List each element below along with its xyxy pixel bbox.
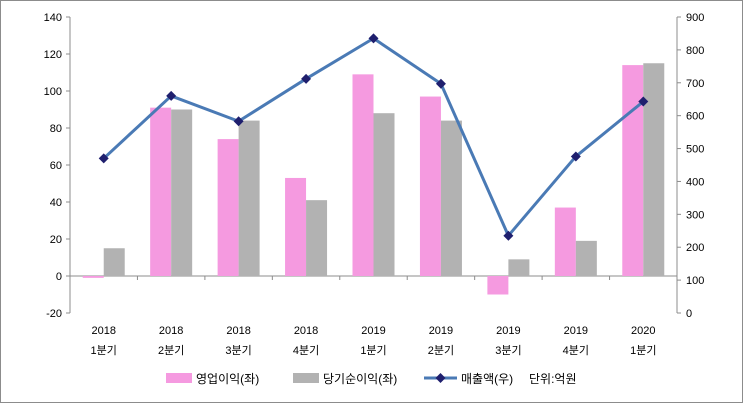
legend-swatch-operating-profit [166,373,192,383]
bar-operating-profit [622,65,644,276]
line-series [98,33,649,241]
legend-label-net-income: 당기순이익(좌) [323,372,397,386]
left-tick-label: 100 [44,86,62,98]
bar-operating-profit [150,107,172,277]
category-year-label: 2018 [91,325,115,337]
left-tick-label: 0 [56,271,62,283]
left-tick-label: 20 [50,234,62,246]
right-tick-label: 100 [686,275,704,287]
bar-operating-profit [419,96,441,276]
left-tick-label: 40 [50,197,62,209]
category-year-label: 2019 [361,325,385,337]
unit-note: 단위:억원 [529,372,577,386]
bar-operating-profit [554,207,576,276]
revenue-marker [570,151,581,162]
category-year-label: 2020 [631,325,655,337]
right-tick-label: 500 [686,144,704,156]
bars [82,63,665,295]
bar-operating-profit [217,139,239,276]
bar-net-income [575,240,597,276]
category-quarter-label: 4분기 [563,344,589,357]
bar-net-income [306,200,328,276]
left-tick-label: 120 [44,49,62,61]
legend: 영업이익(좌) 당기순이익(좌) 매출액(우) 단위:억원 [166,372,577,386]
bar-net-income [238,120,260,276]
revenue-marker [166,90,177,101]
category-quarter-label: 3분기 [225,344,251,357]
left-tick-label: 80 [50,123,62,135]
category-labels: 2018 1분기 2018 2분기 2018 3분기 2018 4분기 2019 1분기 2019 2… [91,325,657,357]
category-quarter-label: 1분기 [360,344,386,357]
right-axis-ticks: 0 100 200 300 400 500 600 700 800 900 [677,12,704,320]
legend-label-operating-profit: 영업이익(좌) [196,372,259,386]
revenue-marker [368,33,379,44]
category-quarter-label: 1분기 [91,344,117,357]
category-quarter-label: 4분기 [293,344,319,357]
right-tick-label: 900 [686,12,704,24]
bar-operating-profit [487,276,509,295]
right-tick-label: 800 [686,45,704,57]
bar-net-income [171,109,193,276]
right-tick-label: 700 [686,78,704,90]
bar-net-income [103,248,125,276]
bar-operating-profit [82,276,104,278]
right-tick-label: 600 [686,111,704,123]
right-tick-label: 0 [686,308,692,320]
category-quarter-label: 2분기 [158,344,184,357]
left-tick-label: 140 [44,12,62,24]
left-tick-label: -20 [46,308,62,320]
legend-label-revenue: 매출액(우) [461,372,513,386]
category-quarter-label: 3분기 [495,344,521,357]
bar-net-income [373,113,395,276]
axes: -20 0 20 40 60 80 100 120 140 0 100 200 300 400 500 60… [44,12,705,320]
left-axis-ticks: -20 0 20 40 60 80 100 120 140 [44,12,70,320]
category-year-label: 2019 [564,325,588,337]
category-year-label: 2019 [496,325,520,337]
bar-net-income [440,120,462,276]
category-year-label: 2018 [294,325,318,337]
category-quarter-label: 1분기 [630,344,656,357]
right-tick-label: 400 [686,176,704,188]
revenue-marker [301,73,312,84]
revenue-marker [233,116,244,127]
revenue-marker [503,230,514,241]
bar-net-income [508,259,530,276]
category-ticks [69,276,678,280]
right-tick-label: 300 [686,209,704,221]
bar-operating-profit [285,177,307,276]
category-quarter-label: 2분기 [428,344,454,357]
legend-marker-revenue [435,373,446,383]
right-tick-label: 200 [686,242,704,254]
left-tick-label: 60 [50,160,62,172]
revenue-marker [435,78,446,89]
bar-net-income [643,63,665,276]
category-year-label: 2018 [159,325,183,337]
category-year-label: 2019 [429,325,453,337]
bar-operating-profit [352,74,374,276]
revenue-marker [638,96,649,107]
revenue-marker [98,153,109,164]
category-year-label: 2018 [226,325,250,337]
legend-swatch-net-income [293,373,319,383]
